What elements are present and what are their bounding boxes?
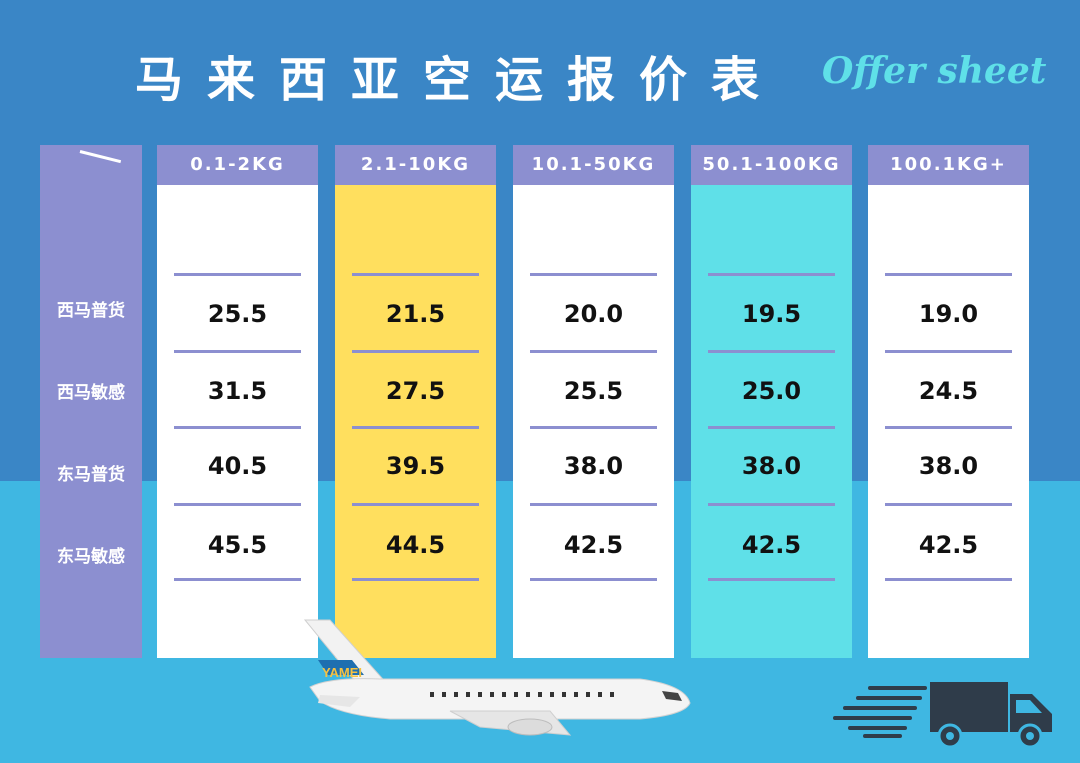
divider: [530, 578, 657, 581]
divider: [530, 426, 657, 429]
divider: [352, 578, 479, 581]
divider: [352, 426, 479, 429]
price-column: 10.1-50KG 20.0 25.5 38.0 42.5: [513, 145, 674, 658]
divider: [352, 273, 479, 276]
price-cell: 38.0: [741, 452, 802, 480]
price-cell: 45.5: [207, 531, 268, 559]
divider: [708, 578, 835, 581]
airplane-logo-text: YAMEI: [322, 665, 362, 680]
divider: [708, 503, 835, 506]
divider: [885, 578, 1012, 581]
price-cell: 42.5: [918, 531, 979, 559]
column-header: 2.1-10KG: [335, 145, 496, 185]
price-cell: 38.0: [918, 452, 979, 480]
column-header: 100.1KG+: [868, 145, 1029, 185]
column-header: 0.1-2KG: [157, 145, 318, 185]
price-column: 0.1-2KG 25.5 31.5 40.5 45.5: [157, 145, 318, 658]
price-cell: 40.5: [207, 452, 268, 480]
price-cell: 25.5: [207, 300, 268, 328]
row-label: 东马敏感: [57, 547, 125, 567]
price-cell: 21.5: [385, 300, 446, 328]
price-column: 50.1-100KG 19.5 25.0 38.0 42.5: [691, 145, 852, 658]
divider: [708, 350, 835, 353]
price-cell: 25.0: [741, 377, 802, 405]
price-cell: 19.0: [918, 300, 979, 328]
price-cell: 38.0: [563, 452, 624, 480]
divider: [530, 503, 657, 506]
price-cell: 20.0: [563, 300, 624, 328]
price-cell: 25.5: [563, 377, 624, 405]
divider: [174, 350, 301, 353]
divider: [174, 578, 301, 581]
divider: [708, 273, 835, 276]
price-cell: 27.5: [385, 377, 446, 405]
divider: [174, 273, 301, 276]
divider: [174, 503, 301, 506]
price-cell: 42.5: [563, 531, 624, 559]
page-title: 马来西亚空运报价表: [135, 52, 784, 108]
divider: [530, 350, 657, 353]
row-label: 东马普货: [57, 465, 125, 485]
divider: [885, 273, 1012, 276]
row-label: 西马敏感: [57, 383, 125, 403]
column-header: 10.1-50KG: [513, 145, 674, 185]
divider: [530, 273, 657, 276]
row-label: 西马普货: [57, 301, 125, 321]
divider: [352, 350, 479, 353]
price-cell: 24.5: [918, 377, 979, 405]
divider: [885, 426, 1012, 429]
price-cell: 44.5: [385, 531, 446, 559]
price-column: 100.1KG+ 19.0 24.5 38.0 42.5: [868, 145, 1029, 658]
divider: [352, 503, 479, 506]
divider: [885, 503, 1012, 506]
divider: [708, 426, 835, 429]
column-header: 50.1-100KG: [691, 145, 852, 185]
price-column: 2.1-10KG 21.5 27.5 39.5 44.5: [335, 145, 496, 658]
price-cell: 42.5: [741, 531, 802, 559]
row-label-column: [40, 145, 142, 658]
price-cell: 39.5: [385, 452, 446, 480]
price-cell: 31.5: [207, 377, 268, 405]
airplane-icon: YAMEI: [303, 619, 691, 736]
page-subtitle: Offer sheet: [822, 50, 1047, 92]
delivery-truck-icon: [833, 682, 1052, 749]
divider: [885, 350, 1012, 353]
divider: [174, 426, 301, 429]
price-cell: 19.5: [741, 300, 802, 328]
